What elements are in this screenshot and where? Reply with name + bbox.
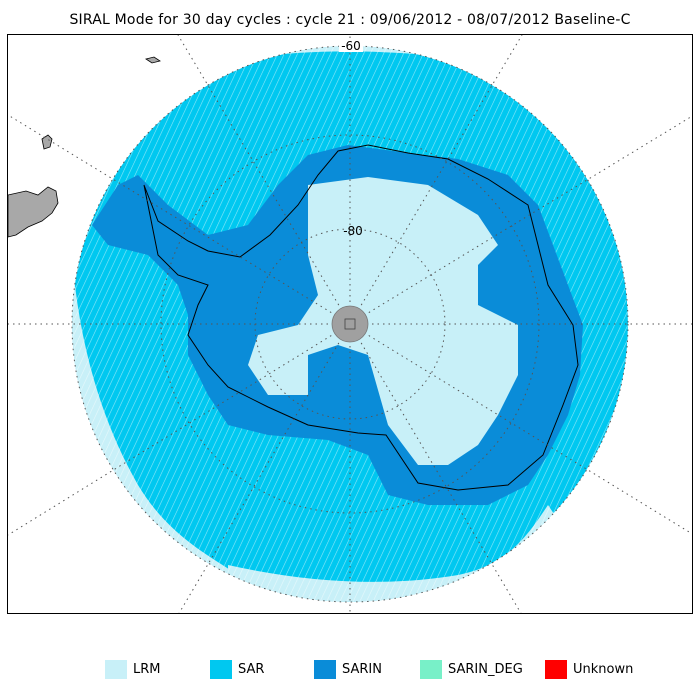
antarctic-coastline xyxy=(143,144,579,491)
map-panel: -60 -80 xyxy=(7,34,693,614)
island-land xyxy=(145,56,161,64)
latitude-label-80: -80 xyxy=(343,224,363,238)
legend-item-sarin: SARIN xyxy=(314,658,382,680)
legend-label-sarin: SARIN xyxy=(342,661,382,677)
legend-swatch-sarin-deg xyxy=(420,659,442,679)
legend-item-sarin-deg: SARIN_DEG xyxy=(420,658,523,680)
legend-label-lrm: LRM xyxy=(133,661,161,677)
legend-item-unknown: Unknown xyxy=(545,658,633,680)
legend-swatch-lrm xyxy=(105,659,127,679)
legend-item-lrm: LRM xyxy=(105,658,161,680)
legend-swatch-sar xyxy=(210,659,232,679)
meridian-line xyxy=(349,323,692,535)
lrm-interior-zone xyxy=(248,177,518,465)
legend-swatch-unknown xyxy=(545,659,567,679)
meridian-line xyxy=(8,114,351,325)
chart-title: SIRAL Mode for 30 day cycles : cycle 21 … xyxy=(69,12,631,28)
legend-item-sar: SAR xyxy=(210,658,264,680)
meridian-line xyxy=(349,35,523,325)
meridian-line xyxy=(177,35,351,325)
polar-map: -60 -80 xyxy=(8,35,692,613)
latitude-label-60: -60 xyxy=(341,39,361,53)
latitude-circle-70 xyxy=(160,134,540,514)
meridian-line xyxy=(349,323,522,613)
south-america-land xyxy=(8,186,59,238)
meridian-line xyxy=(178,323,351,613)
label-backdrop xyxy=(339,38,363,52)
legend-label-sar: SAR xyxy=(238,661,265,677)
legend-swatch-sarin xyxy=(314,659,336,679)
legend-label-sarin-deg: SARIN_DEG xyxy=(448,661,523,677)
legend-label-unknown: Unknown xyxy=(573,661,634,677)
pole-marker xyxy=(344,318,356,330)
meridian-line xyxy=(349,115,692,325)
falklands-land xyxy=(41,134,53,150)
legend: LRM SAR SARIN SARIN_DEG Unknown xyxy=(0,658,700,682)
meridian-line xyxy=(8,323,351,536)
pole-hole xyxy=(331,305,369,343)
